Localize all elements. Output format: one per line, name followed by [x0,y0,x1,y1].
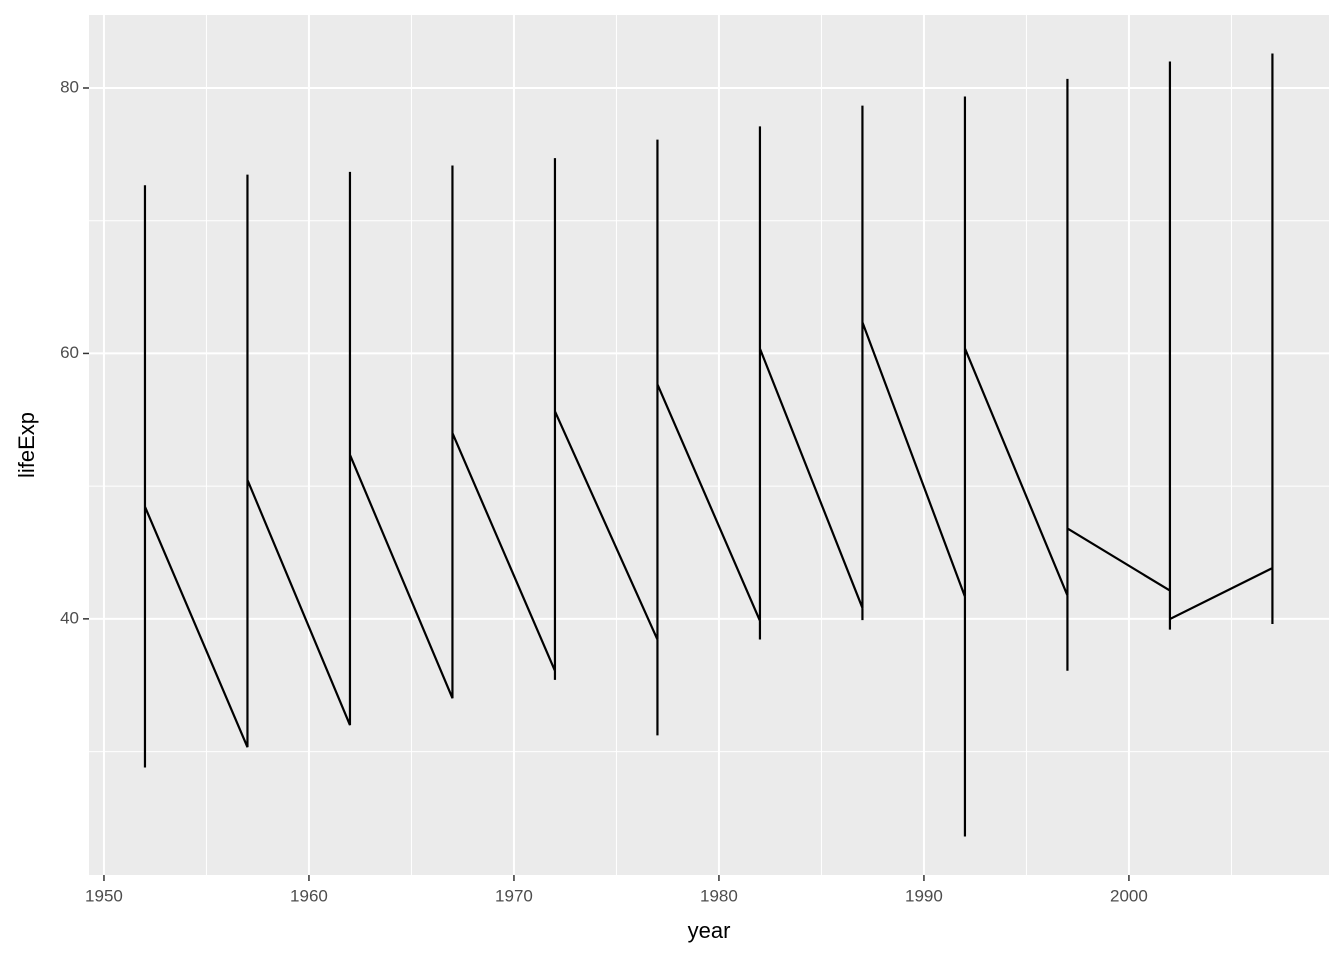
data-line [143,53,1274,837]
panel [89,15,1329,875]
x-tick-label: 1960 [290,886,328,905]
x-tick-label: 1990 [905,886,943,905]
x-tick-label: 1970 [495,886,533,905]
x-tick-label: 1980 [700,886,738,905]
y-axis-label: lifeExp [14,412,39,478]
y-tick-label: 60 [60,343,79,362]
x-tick-label: 1950 [85,886,123,905]
y-tick-label: 40 [60,608,79,627]
x-axis-label: year [688,918,731,943]
x-tick-label: 2000 [1110,886,1148,905]
y-tick-label: 80 [60,77,79,96]
